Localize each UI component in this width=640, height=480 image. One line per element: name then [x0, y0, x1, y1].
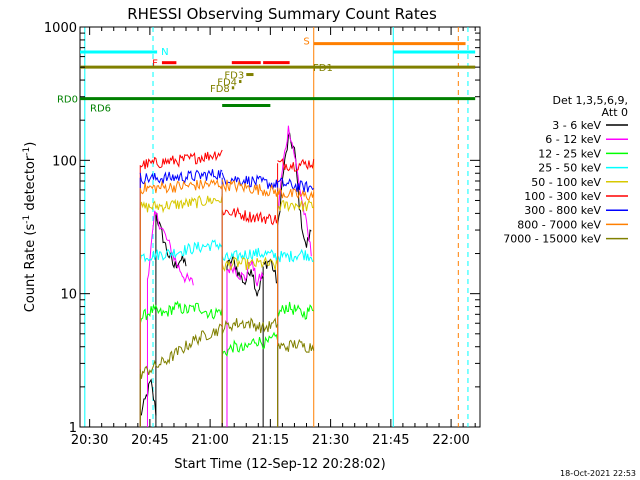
series-line	[262, 258, 278, 284]
plot-area	[79, 26, 481, 428]
x-tick-label: 20:30	[71, 433, 108, 448]
series-line	[221, 179, 279, 197]
flag-label: F	[152, 59, 158, 70]
legend-entry-label: 12 - 25 keV	[538, 147, 601, 160]
y-axis-label-end: )	[23, 142, 38, 147]
flag-label: FD1	[313, 63, 333, 74]
series-line	[139, 323, 223, 379]
series-line	[147, 210, 194, 286]
series-line	[277, 301, 314, 320]
legend-entry-label: 800 - 7000 keV	[517, 218, 601, 231]
series-line	[139, 300, 223, 325]
flag-label: RD0	[57, 95, 78, 106]
y-axis-label-sup2: -1	[22, 147, 32, 156]
legend-header: Det 1,3,5,6,9,	[552, 94, 628, 107]
legend-entry-label: 300 - 800 keV	[524, 204, 601, 217]
series-line	[277, 187, 315, 201]
y-tick-label: 1000	[44, 21, 77, 36]
series-line	[221, 172, 279, 190]
series-line	[277, 338, 315, 353]
y-tick-label: 10	[60, 288, 77, 303]
series-line	[221, 317, 279, 335]
timestamp: 18-Oct-2021 22:53	[560, 469, 636, 478]
chart-title: RHESSI Observing Summary Count Rates	[127, 5, 437, 23]
series-line	[221, 331, 279, 357]
x-tick-label: 21:15	[252, 433, 289, 448]
series-line	[140, 149, 223, 170]
legend-entry-label: 6 - 12 keV	[545, 133, 601, 146]
x-axis: 20:30 20:45 21:00 21:15 21:30 21:45 22:00	[71, 27, 476, 448]
plot-frame	[79, 26, 481, 428]
legend-entry-label: 3 - 6 keV	[552, 119, 601, 132]
x-tick-label: 20:45	[131, 433, 168, 448]
x-axis-label: Start Time (12-Sep-12 20:28:02)	[174, 457, 385, 472]
series-lines	[139, 125, 315, 427]
series-line	[277, 248, 314, 263]
flag-label: FD3	[224, 71, 244, 82]
legend-entry-label: 25 - 50 keV	[538, 162, 601, 175]
series-line	[277, 158, 315, 172]
y-tick-label: 1	[69, 421, 77, 436]
series-line	[155, 212, 187, 269]
series-line	[226, 259, 264, 287]
x-tick-label: 22:00	[432, 433, 469, 448]
flag-label: RD6	[90, 103, 111, 114]
y-axis-label-sup1: -1	[22, 215, 32, 224]
series-line	[221, 256, 279, 272]
series-line	[277, 199, 314, 213]
x-tick-label: 21:30	[312, 433, 349, 448]
legend-entry-label: 100 - 300 keV	[524, 190, 601, 203]
series-line	[221, 206, 279, 226]
series-line	[140, 378, 157, 416]
series-line	[139, 178, 223, 195]
y-tick-label: 100	[52, 154, 77, 169]
series-line	[221, 247, 279, 262]
y-axis-label: Count Rate (s-1 detector-1)	[22, 142, 38, 313]
series-line	[277, 177, 314, 193]
series-line	[139, 169, 223, 185]
vertical-markers	[84, 27, 469, 427]
x-tick-label: 21:45	[372, 433, 409, 448]
x-tick-label: 21:00	[191, 433, 228, 448]
y-axis-label-main: Count Rate (s	[23, 224, 38, 313]
series-line	[139, 194, 223, 214]
legend-entry-label: 50 - 100 keV	[531, 176, 601, 189]
flag-label: S	[303, 37, 309, 48]
legend-entry-label: 7000 - 15000 keV	[503, 233, 601, 246]
y-axis-label-mid: detector	[23, 155, 38, 215]
flag-label: FD4	[217, 78, 237, 89]
legend-header-att: Att 0	[602, 106, 628, 119]
flag-label: N	[161, 47, 168, 58]
series-line	[139, 239, 223, 263]
flag-label: FD8	[210, 84, 230, 95]
series-line	[277, 125, 312, 257]
y-axis: 1 10 100 1000	[44, 21, 480, 436]
series-line	[277, 132, 312, 248]
